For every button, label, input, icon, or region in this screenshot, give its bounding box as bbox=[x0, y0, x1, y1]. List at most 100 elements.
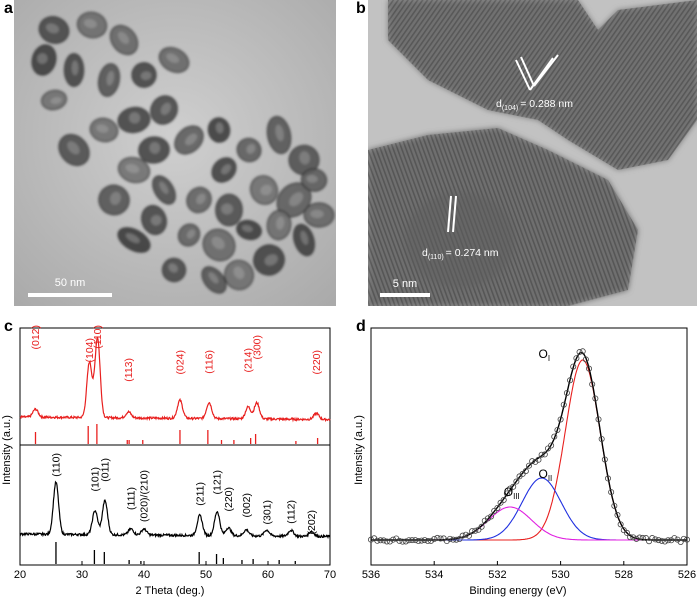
xps-data-point bbox=[579, 348, 586, 355]
xrd-peak-label: (110) bbox=[50, 453, 62, 477]
xps-envelope-fit bbox=[371, 351, 687, 541]
xps-data-point bbox=[402, 538, 409, 545]
xps-data-point bbox=[576, 349, 583, 356]
lattice-spacing-110: d(110) = 0.274 nm bbox=[422, 247, 499, 261]
xps-data-point bbox=[500, 496, 507, 503]
xps-data-point bbox=[412, 537, 419, 544]
hrtem-image-panel-b: d(104) = 0.288 nm d(110) = 0.274 nm 5 nm bbox=[368, 0, 697, 306]
xrd-peak-label: (121) bbox=[212, 470, 224, 495]
xps-data-point bbox=[447, 535, 454, 542]
xps-data-point bbox=[548, 442, 555, 449]
xps-data-point bbox=[386, 538, 393, 545]
xps-data-point bbox=[544, 445, 551, 452]
xps-data-point bbox=[649, 535, 656, 542]
nanoparticle-highlight bbox=[46, 23, 59, 34]
xrd-peak-label: (301) bbox=[261, 500, 273, 525]
xrd-peak-label: (020)/(210) bbox=[139, 470, 151, 522]
nanoparticle-highlight bbox=[118, 31, 130, 44]
xps-data-point bbox=[551, 433, 558, 440]
scale-bar-a-label: 50 nm bbox=[55, 277, 86, 289]
xps-data-point bbox=[462, 531, 469, 538]
xps-data-point bbox=[598, 435, 605, 442]
nanoparticle-highlight bbox=[196, 193, 206, 205]
xps-data-point bbox=[646, 538, 653, 545]
lattice-spacing-104: d(104) = 0.288 nm bbox=[496, 98, 573, 112]
xps-data-point bbox=[614, 512, 621, 519]
xps-data-point bbox=[434, 534, 441, 541]
lattice-marker-104 bbox=[515, 54, 559, 91]
xps-data-point bbox=[541, 451, 548, 458]
panel-d-letter: d bbox=[356, 318, 366, 335]
xrd-x-tick-label: 60 bbox=[262, 569, 274, 581]
xps-data-point bbox=[661, 538, 668, 545]
nanoparticle-highlight bbox=[221, 203, 233, 215]
xps-data-point bbox=[557, 416, 564, 423]
xps-data-point bbox=[532, 458, 539, 465]
nanoparticle-highlight bbox=[96, 124, 109, 133]
tem-image-panel-a: 50 nm bbox=[14, 0, 336, 306]
xps-data-point bbox=[421, 537, 428, 544]
xps-data-point bbox=[380, 537, 387, 544]
xrd-peak-label: (024) bbox=[174, 350, 186, 375]
nanoparticle-highlight bbox=[246, 143, 256, 154]
nanoparticle-highlight bbox=[166, 53, 180, 63]
xps-data-point bbox=[484, 515, 491, 522]
xps-data-point bbox=[459, 532, 466, 539]
nanoparticle-highlight bbox=[50, 97, 62, 104]
lattice-marker-110 bbox=[447, 195, 457, 233]
nanoparticle-highlight bbox=[125, 233, 140, 244]
nanoparticle-highlight bbox=[299, 151, 310, 165]
nanoparticle-highlight bbox=[83, 18, 97, 29]
xps-data-point bbox=[367, 536, 374, 543]
xps-data-point bbox=[658, 537, 665, 544]
scale-bar-a bbox=[28, 293, 112, 297]
xps-data-point bbox=[589, 381, 596, 388]
panel-c-letter: c bbox=[4, 318, 13, 335]
tem-image-a-svg: 50 nm bbox=[14, 0, 336, 306]
xps-data-point bbox=[570, 363, 577, 370]
xps-data-point bbox=[633, 535, 640, 542]
xps-x-tick-label: 532 bbox=[488, 569, 506, 581]
xps-component-label: OI bbox=[538, 347, 550, 363]
xps-data-point bbox=[623, 529, 630, 536]
hrtem-image-b-svg: d(104) = 0.288 nm d(110) = 0.274 nm 5 nm bbox=[368, 0, 697, 306]
xps-data-point bbox=[405, 537, 412, 544]
xrd-pattern-reference bbox=[19, 480, 331, 540]
nanoparticle-highlight bbox=[241, 225, 253, 232]
xps-data-point bbox=[472, 527, 479, 534]
xrd-chart: Intensity (a.u.) 2 Theta (deg.) 20 30 40 50… bbox=[1, 325, 336, 597]
xps-data-point bbox=[377, 537, 384, 544]
xps-data-point bbox=[677, 538, 684, 545]
nanoparticle-highlight bbox=[71, 60, 79, 76]
xps-data-point bbox=[399, 538, 406, 545]
xps-data-point bbox=[630, 534, 637, 541]
xps-data-point bbox=[503, 490, 510, 497]
xps-data-point bbox=[396, 537, 403, 544]
nanoparticle-highlight bbox=[110, 191, 121, 205]
xps-data-point bbox=[507, 485, 514, 492]
nanoparticle-highlight bbox=[260, 184, 273, 196]
panel-b-letter: b bbox=[356, 0, 366, 17]
xps-data-point bbox=[535, 456, 542, 463]
nanoparticle-highlight bbox=[233, 266, 245, 279]
xrd-plot-frame bbox=[19, 327, 331, 566]
xps-data-point bbox=[582, 356, 589, 363]
xps-data-point bbox=[595, 416, 602, 423]
xps-data-point bbox=[608, 489, 615, 496]
xps-data-point bbox=[456, 536, 463, 543]
xps-y-axis-label: Intensity (a.u.) bbox=[353, 415, 365, 485]
xps-x-axis-label: Binding energy (eV) bbox=[469, 585, 566, 597]
xps-data-point bbox=[573, 355, 580, 362]
xps-component-label: OIII bbox=[504, 485, 520, 501]
xps-data-point bbox=[525, 462, 532, 469]
panel-a-letter: a bbox=[4, 0, 13, 17]
xps-data-point bbox=[642, 535, 649, 542]
xps-data-point bbox=[383, 538, 390, 545]
xps-data-point bbox=[639, 534, 646, 541]
xps-data-point bbox=[450, 536, 457, 543]
nanoparticle-highlight bbox=[310, 209, 324, 219]
xps-data-point bbox=[522, 468, 529, 475]
xps-data-point bbox=[665, 537, 672, 544]
nanoparticle-highlight bbox=[221, 164, 231, 175]
xps-data-point bbox=[478, 523, 485, 530]
